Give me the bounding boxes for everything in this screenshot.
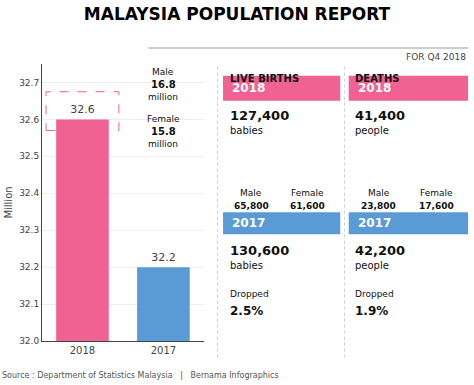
svg-text:people: people [355,260,389,271]
svg-text:61,600: 61,600 [290,201,325,211]
svg-text:2018: 2018 [358,81,391,95]
svg-text:Million: Million [3,186,14,218]
svg-text:42,200: 42,200 [355,243,405,258]
svg-text:DEATHS: DEATHS [355,73,400,84]
svg-text:2017: 2017 [358,216,391,230]
svg-text:41,400: 41,400 [355,108,405,123]
svg-text:Male: Male [152,67,174,77]
svg-text:32.6: 32.6 [19,115,39,125]
svg-text:LIVE BIRTHS: LIVE BIRTHS [230,73,299,84]
svg-text:Male: Male [240,188,262,198]
svg-text:32.1: 32.1 [19,299,39,309]
svg-text:15.8: 15.8 [151,126,176,137]
svg-text:Female: Female [291,188,324,198]
svg-text:65,800: 65,800 [234,201,269,211]
svg-text:Dropped: Dropped [355,289,394,299]
svg-text:127,400: 127,400 [230,108,289,123]
svg-text:Female: Female [147,114,180,124]
svg-text:32.0: 32.0 [19,336,39,346]
svg-text:MALAYSIA POPULATION REPORT: MALAYSIA POPULATION REPORT [84,4,391,24]
svg-text:32.4: 32.4 [19,188,39,198]
svg-text:Source : Department of Statist: Source : Department of Statistics Malays… [2,371,279,380]
svg-text:1.9%: 1.9% [355,304,388,318]
svg-text:32.2: 32.2 [151,251,176,264]
svg-text:FOR Q4 2018: FOR Q4 2018 [406,52,466,62]
svg-text:32.7: 32.7 [19,78,39,88]
svg-text:2018: 2018 [70,345,95,356]
svg-text:babies: babies [230,260,263,271]
svg-text:million: million [148,139,178,149]
svg-text:Male: Male [368,188,390,198]
svg-text:2.5%: 2.5% [230,304,263,318]
svg-text:17,600: 17,600 [419,201,454,211]
svg-text:people: people [355,125,389,136]
svg-text:32.6: 32.6 [70,103,95,116]
svg-text:million: million [148,92,178,102]
svg-text:32.2: 32.2 [19,262,39,272]
svg-text:2017: 2017 [232,216,265,230]
svg-text:32.3: 32.3 [19,225,39,235]
svg-text:Dropped: Dropped [230,289,269,299]
svg-text:23,800: 23,800 [361,201,396,211]
svg-text:16.8: 16.8 [151,79,176,90]
svg-text:2018: 2018 [232,81,265,95]
svg-text:32.5: 32.5 [19,151,39,161]
svg-text:babies: babies [230,125,263,136]
svg-text:Female: Female [420,188,453,198]
svg-text:130,600: 130,600 [230,243,289,258]
svg-text:2017: 2017 [151,345,176,356]
